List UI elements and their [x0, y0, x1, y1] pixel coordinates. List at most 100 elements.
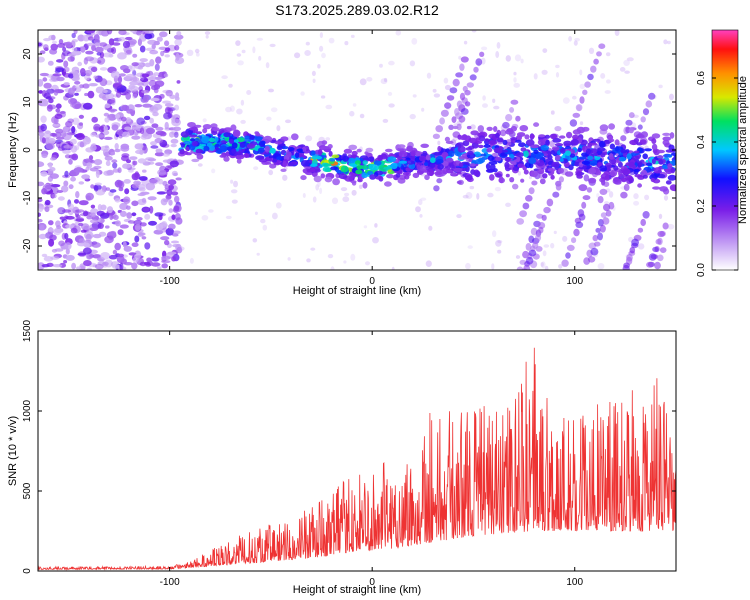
- spectrogram-blob: [53, 229, 61, 236]
- spectrogram-blob: [671, 185, 676, 192]
- spectrogram-blob: [67, 203, 75, 211]
- spectrogram-blob: [117, 253, 125, 258]
- spectrogram-blob: [139, 58, 148, 63]
- spectrogram-blob: [256, 252, 260, 256]
- spectrogram-blob: [456, 214, 462, 219]
- spectrogram-blob: [93, 159, 103, 166]
- spectrogram-blob: [185, 152, 192, 156]
- spectrogram-blob: [562, 97, 570, 104]
- spectrogram-blob: [112, 264, 120, 269]
- spectrogram-blob: [488, 140, 498, 146]
- spectrogram-blob: [340, 187, 348, 192]
- spectrogram-blob: [452, 78, 460, 87]
- spectrogram-blob: [275, 202, 282, 209]
- spectrogram-blob: [114, 148, 121, 153]
- spectrogram-blob: [173, 131, 179, 138]
- spectrogram-blob: [399, 148, 407, 152]
- spectrogram-blob: [69, 138, 77, 145]
- spectrogram-blob: [550, 242, 555, 249]
- spectrogram-blob: [187, 122, 196, 128]
- spectrogram-blob: [595, 227, 601, 233]
- spectrogram-blob: [123, 196, 131, 204]
- spectrogram-blob: [313, 175, 322, 183]
- spectrogram-blob: [379, 63, 383, 68]
- spectrogram-blob: [614, 139, 620, 146]
- spectrogram-blob: [239, 142, 246, 148]
- spectrogram-blob: [168, 208, 174, 213]
- spectrogram-blob: [240, 119, 246, 124]
- spectrogram-blob: [459, 135, 468, 141]
- spectrogram-blob: [550, 150, 556, 155]
- spectrogram-blob: [429, 157, 436, 164]
- spectrogram-blob: [628, 112, 635, 119]
- spectrogram-blob: [380, 78, 388, 85]
- spectrogram-blob: [264, 145, 270, 153]
- spectrogram-blob: [268, 88, 274, 93]
- spectrogram-blob: [504, 157, 512, 162]
- spectrogram-blob: [521, 273, 528, 279]
- spectrogram-blob: [325, 137, 331, 141]
- spectrogram-blob: [324, 176, 333, 183]
- spectrogram-blob: [642, 153, 648, 160]
- spectrogram-blob: [642, 211, 650, 219]
- spectrogram-blob: [654, 261, 661, 270]
- spectrogram-blob: [470, 130, 479, 136]
- spectrogram-blob: [164, 54, 170, 58]
- spectrogram-blob: [504, 161, 510, 169]
- spectrogram-blob: [167, 179, 177, 186]
- spectrogram-blob: [94, 263, 104, 270]
- spectrogram-blob: [620, 135, 627, 142]
- spectrogram-blob: [377, 154, 383, 162]
- spectrogram-blob: [84, 242, 90, 248]
- spectrogram-blob: [154, 76, 163, 80]
- spectrogram-blob: [43, 92, 51, 99]
- spectrogram-blob: [54, 113, 63, 119]
- spectrogram-blob: [599, 165, 608, 172]
- spectrogram-blob: [497, 249, 502, 254]
- spectrogram-blob: [474, 140, 483, 144]
- spectrogram-blob: [469, 185, 475, 190]
- spectrogram-blob: [590, 247, 599, 256]
- spectrogram-blob: [195, 52, 200, 57]
- snr-panel: -100 0 100 0 500 1000 1500 Height of straight…: [7, 319, 677, 596]
- spectrogram-blob: [89, 167, 99, 172]
- spectrogram-blob: [386, 174, 394, 179]
- spectrogram-blob: [465, 147, 473, 151]
- spectrogram-blob: [369, 174, 376, 180]
- spectrogram-blob: [522, 202, 530, 210]
- spectrogram-blob: [44, 206, 50, 213]
- spectrogram-blob: [62, 46, 67, 52]
- spectrogram-blob: [367, 156, 375, 162]
- spectrogram-blob: [518, 281, 523, 287]
- spectrogram-blob: [366, 77, 373, 82]
- spectrogram-blob: [38, 79, 44, 87]
- spectrogram-blob: [575, 104, 583, 112]
- spectrogram-blob: [39, 72, 49, 77]
- spectrogram-blob: [233, 139, 239, 143]
- spectrogram-blob: [617, 161, 623, 168]
- spectrogram-blob: [374, 223, 378, 228]
- spectrogram-blob: [665, 180, 672, 185]
- spectrogram-blob: [667, 174, 676, 181]
- spectrogram-blob: [572, 129, 582, 135]
- spectrogram-blob: [202, 118, 207, 123]
- spectrogram-blob: [368, 163, 377, 171]
- spectrogram-blob: [505, 202, 511, 207]
- spectrogram-blob: [144, 62, 152, 68]
- spectrogram-blob: [236, 108, 243, 115]
- spectrogram-blob: [231, 148, 237, 155]
- spectrogram-blob: [72, 117, 80, 126]
- spectrogram-blob: [637, 124, 643, 130]
- spectrogram-blob: [435, 125, 444, 133]
- spectrogram-blob: [138, 232, 146, 236]
- spectrogram-blob: [269, 43, 276, 48]
- spectrogram-blob: [487, 192, 494, 198]
- spectrogram-blob: [569, 153, 576, 158]
- spectrogram-blob: [444, 102, 452, 109]
- spectrogram-blob: [85, 147, 95, 153]
- spectrogram-blob: [558, 176, 565, 183]
- spectrogram-blob: [397, 144, 406, 149]
- spectrogram-blob: [79, 84, 84, 89]
- spectrogram-blob: [488, 161, 498, 165]
